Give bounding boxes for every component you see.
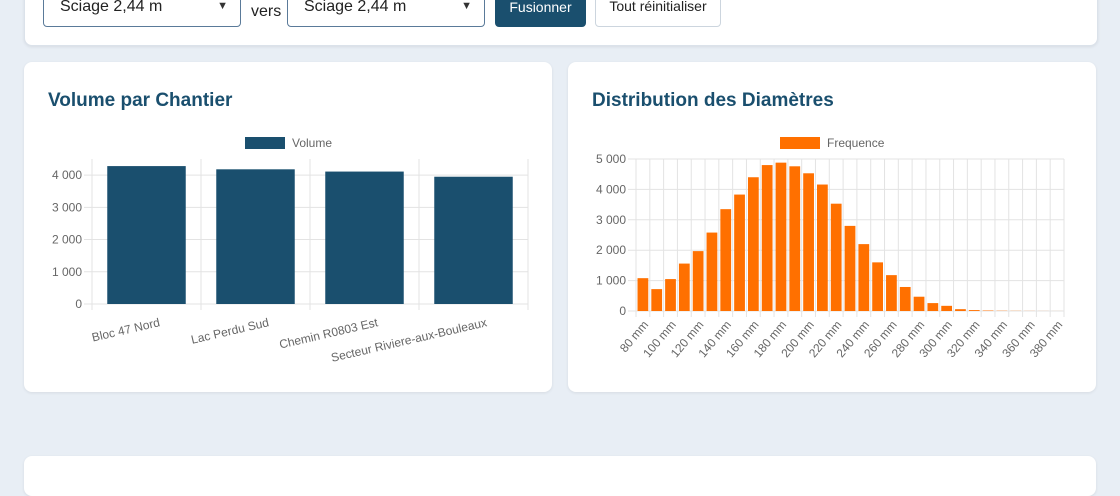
- bar: [886, 275, 897, 311]
- legend-swatch: [245, 137, 285, 149]
- bar: [748, 177, 759, 311]
- bar: [434, 177, 512, 304]
- target-select-value: Sciage 2,44 m: [304, 0, 406, 16]
- y-tick-label: 1 000: [52, 265, 82, 279]
- source-select-value: Sciage 2,44 m: [60, 0, 162, 16]
- legend-label: Frequence: [827, 136, 885, 150]
- bar: [693, 251, 704, 311]
- bar: [638, 278, 649, 311]
- bar: [955, 309, 966, 311]
- bar: [831, 204, 842, 311]
- bar: [872, 262, 883, 311]
- bar: [776, 163, 787, 311]
- bar: [665, 279, 676, 311]
- bar: [941, 306, 952, 311]
- bar: [325, 172, 403, 304]
- volume-chart: Volume 0 1 000 2 000 3 000 4 000 Bloc 47 Nord L…: [24, 62, 552, 392]
- bar: [914, 297, 925, 311]
- bar: [216, 169, 294, 304]
- y-tick-label: 2 000: [52, 233, 82, 247]
- bar: [969, 310, 980, 311]
- legend-label: Volume: [292, 136, 332, 150]
- y-tick-label: 1 000: [596, 274, 626, 288]
- bar: [817, 185, 828, 311]
- vers-label: vers: [251, 3, 281, 21]
- bottom-panel: [24, 456, 1096, 496]
- bar: [651, 289, 662, 311]
- bar: [107, 166, 185, 304]
- x-tick-label: Bloc 47 Nord: [90, 315, 161, 344]
- chevron-down-icon: ▼: [217, 0, 228, 12]
- y-tick-label: 4 000: [52, 168, 82, 182]
- bar: [927, 303, 938, 311]
- bar: [858, 244, 869, 311]
- y-tick-label: 2 000: [596, 243, 626, 257]
- bar: [720, 209, 731, 311]
- y-tick-label: 0: [619, 304, 626, 318]
- y-tick-label: 3 000: [596, 213, 626, 227]
- x-tick-label: Lac Perdu Sud: [190, 315, 271, 347]
- y-tick-label: 3 000: [52, 200, 82, 214]
- bar: [734, 195, 745, 311]
- chevron-down-icon: ▼: [461, 0, 472, 12]
- y-tick-label: 5 000: [596, 152, 626, 166]
- bar: [707, 233, 718, 311]
- bar: [803, 173, 814, 311]
- bar: [900, 287, 911, 311]
- bar: [789, 166, 800, 311]
- y-tick-label: 0: [75, 297, 82, 311]
- source-select[interactable]: Sciage 2,44 m ▼: [43, 0, 241, 27]
- y-tick-label: 4 000: [596, 182, 626, 196]
- legend-swatch: [780, 137, 820, 149]
- reset-all-button[interactable]: Tout réinitialiser: [595, 0, 721, 27]
- bar: [845, 226, 856, 311]
- bar: [679, 264, 690, 311]
- target-select[interactable]: Sciage 2,44 m ▼: [287, 0, 485, 27]
- merge-toolbar: Sciage 2,44 m ▼ vers Sciage 2,44 m ▼ Fus…: [24, 0, 1098, 46]
- bar: [762, 165, 773, 311]
- merge-button[interactable]: Fusionner: [495, 0, 586, 27]
